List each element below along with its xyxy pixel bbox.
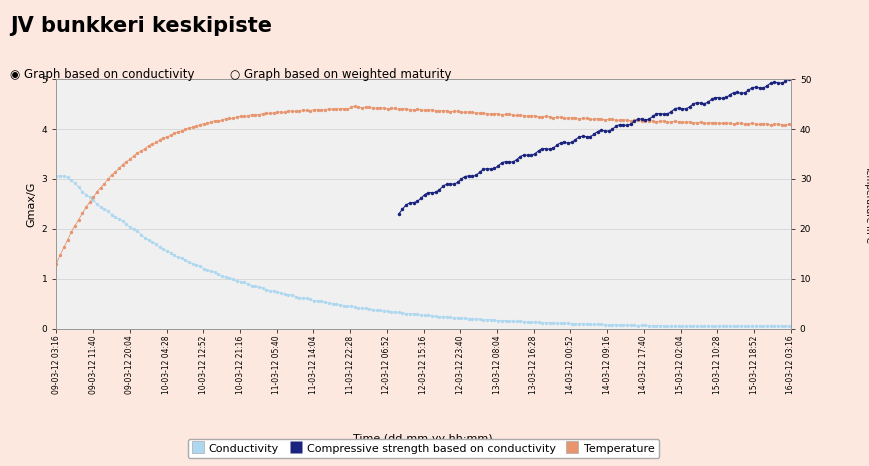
Y-axis label: Gmax/G: Gmax/G (26, 181, 36, 226)
Text: JV bunkkeri keskipiste: JV bunkkeri keskipiste (10, 16, 272, 36)
Text: Time (dd-mm-yy hh:mm): Time (dd-mm-yy hh:mm) (354, 434, 493, 444)
Legend: Conductivity, Compressive strength based on conductivity, Temperature: Conductivity, Compressive strength based… (188, 439, 659, 458)
Text: ○ Graph based on weighted maturity: ○ Graph based on weighted maturity (230, 68, 452, 81)
Y-axis label: Strength in N/mm2
Temperature in C: Strength in N/mm2 Temperature in C (864, 161, 869, 247)
Text: ◉ Graph based on conductivity: ◉ Graph based on conductivity (10, 68, 195, 81)
